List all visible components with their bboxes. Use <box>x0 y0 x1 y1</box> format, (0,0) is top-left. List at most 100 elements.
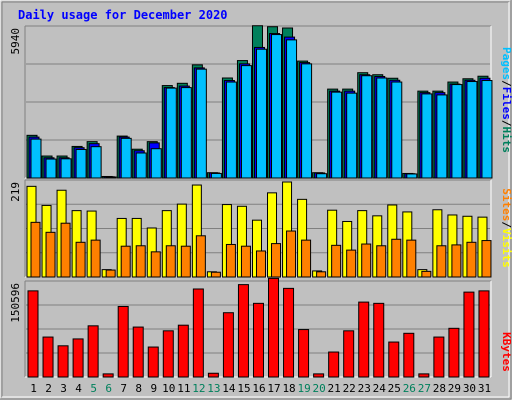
middle-bar-sites <box>30 221 41 278</box>
x-tick-label: 26 <box>403 382 416 395</box>
x-tick-label: 11 <box>177 382 190 395</box>
x-tick-label: 5 <box>90 382 97 395</box>
bottom-bar-kbytes <box>237 284 249 378</box>
middle-bar-sites <box>120 245 131 278</box>
bottom-bar-kbytes <box>87 325 99 378</box>
middle-bar-sites <box>391 238 402 278</box>
middle-bar-sites <box>421 270 432 278</box>
x-tick-label: 24 <box>373 382 387 395</box>
x-tick-label: 4 <box>75 382 82 395</box>
x-axis-labels: 1 2 3 4 5 6 7 8 9 10 11 12 13 14 15 16 17 18 19 20 21 22 23 24 2… <box>30 382 491 395</box>
top-bar-pages <box>331 91 343 179</box>
top-bar-pages <box>195 68 207 179</box>
bottom-bar-kbytes <box>192 288 204 378</box>
top-bar-pages <box>210 172 222 179</box>
x-tick-label: 15 <box>237 382 250 395</box>
bottom-bar-kbytes <box>478 290 490 378</box>
top-bar-pages <box>75 148 87 179</box>
top-bar-pages <box>255 48 267 179</box>
middle-bar-sites <box>90 239 101 278</box>
middle-legend: Sites/Visits <box>500 188 512 268</box>
x-tick-label: 30 <box>463 382 476 395</box>
top-bar-pages <box>240 65 252 179</box>
bottom-bar-kbytes <box>448 327 460 378</box>
bottom-bar-kbytes <box>298 329 310 378</box>
middle-bar-sites <box>286 230 297 278</box>
bottom-bar-kbytes <box>463 291 475 378</box>
chart-panels: 5940 Pages/Files/Hits 219 Sites/Visits 15059… <box>9 25 512 378</box>
middle-bar-sites <box>240 245 251 278</box>
bottom-bar-kbytes <box>132 326 144 378</box>
middle-bar-sites <box>481 240 492 278</box>
top-bar-pages <box>346 92 358 179</box>
top-bar-pages <box>45 158 57 179</box>
x-tick-label: 21 <box>328 382 341 395</box>
x-tick-label: 6 <box>105 382 112 395</box>
bottom-bar-kbytes <box>388 341 400 378</box>
top-bar-pages <box>286 39 298 179</box>
top-bar-pages <box>361 75 373 179</box>
bottom-bar-kbytes <box>283 287 295 378</box>
middle-bar-sites <box>255 250 266 278</box>
bottom-bar-kbytes <box>207 372 219 378</box>
bottom-bar-kbytes <box>177 324 189 378</box>
top-bar-pages <box>180 87 192 179</box>
x-tick-label: 31 <box>478 382 491 395</box>
top-legend: Pages/Files/Hits <box>500 47 512 153</box>
bottom-bar-kbytes <box>102 373 114 378</box>
top-bar-pages <box>60 158 72 179</box>
bottom-bar-kbytes <box>222 312 234 378</box>
top-bar-pages <box>301 63 313 179</box>
bottom-bar-kbytes <box>42 336 54 378</box>
bottom-bar-kbytes <box>403 332 415 378</box>
middle-bar-sites <box>60 222 71 278</box>
bottom-bar-kbytes <box>27 290 39 378</box>
x-tick-label: 29 <box>448 382 461 395</box>
middle-bar-sites <box>346 249 357 278</box>
legend-entry: Visits <box>500 228 512 268</box>
bottom-max-label: 150596 <box>9 283 22 323</box>
middle-max-label: 219 <box>9 182 22 202</box>
legend-entry: / <box>500 120 512 127</box>
x-tick-label: 28 <box>433 382 446 395</box>
middle-bar-sites <box>150 251 161 278</box>
bottom-bar-kbytes <box>268 277 280 378</box>
top-bar-pages <box>451 84 463 179</box>
x-tick-label: 8 <box>135 382 142 395</box>
middle-bar-sites <box>316 271 327 278</box>
bottom-legend: KBytes <box>500 332 512 372</box>
top-bar-pages <box>481 80 493 179</box>
x-tick-label: 14 <box>222 382 236 395</box>
bottom-bar-kbytes <box>57 345 69 378</box>
x-tick-label: 18 <box>282 382 295 395</box>
middle-bar-sites <box>195 235 206 278</box>
x-tick-label: 19 <box>297 382 310 395</box>
bottom-bar-kbytes <box>328 351 340 378</box>
top-bar-pages <box>421 93 433 179</box>
x-tick-label: 22 <box>343 382 356 395</box>
top-bar-pages <box>391 81 403 179</box>
x-tick-label: 23 <box>358 382 371 395</box>
top-max-label: 5940 <box>9 28 22 55</box>
top-bar-pages <box>406 173 418 179</box>
legend-entry: Hits <box>500 127 512 154</box>
bottom-bar-kbytes <box>343 330 355 378</box>
x-tick-label: 25 <box>388 382 401 395</box>
middle-bar-sites <box>436 245 447 278</box>
bottom-bar-kbytes <box>313 373 325 378</box>
middle-bar-sites <box>180 245 191 278</box>
x-tick-label: 12 <box>192 382 205 395</box>
bottom-bar-kbytes <box>147 346 159 378</box>
top-bar-pages <box>271 34 283 179</box>
top-bar-pages <box>225 81 237 179</box>
middle-bar-sites <box>105 269 116 278</box>
x-tick-label: 10 <box>162 382 175 395</box>
bottom-bar-kbytes <box>418 373 430 378</box>
bottom-bar-kbytes <box>358 301 370 378</box>
top-bar-pages <box>135 152 147 179</box>
middle-bar-sites <box>135 245 146 278</box>
middle-bar-sites <box>301 239 312 278</box>
middle-bar-sites <box>466 241 477 278</box>
bottom-bar-kbytes <box>72 338 84 378</box>
